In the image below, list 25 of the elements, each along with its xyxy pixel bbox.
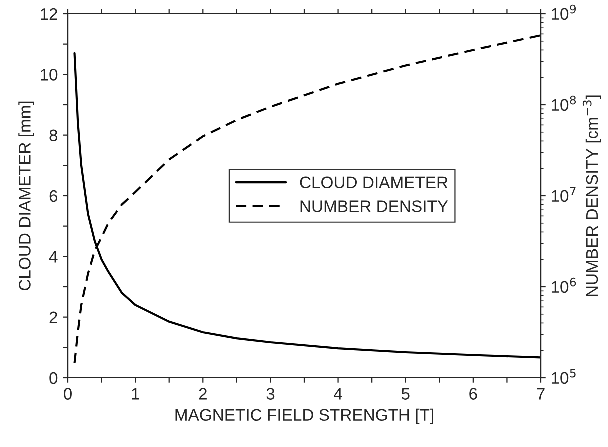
legend-label: CLOUD DIAMETER <box>300 176 448 189</box>
y-tick-label: 0 <box>50 372 58 384</box>
y-tick-label: 12 <box>41 8 58 20</box>
x-tick-label: 0 <box>64 388 72 400</box>
y-tick-label: 6 <box>50 190 58 202</box>
x-tick-label: 1 <box>132 388 140 400</box>
y-tick-label: 2 <box>50 312 58 324</box>
y2-tick-label: 10$^{7}$ <box>552 187 576 202</box>
y-axis-title: CLOUD DIAMETER [mm] <box>18 102 34 291</box>
y2-tick-label: 10$^{6}$ <box>552 278 576 294</box>
legend-label: NUMBER DENSITY <box>300 200 448 212</box>
y-tick-label: 10 <box>41 69 58 81</box>
y2-axis-title: NUMBER DENSITY [cm$^{−3}$] <box>582 96 602 296</box>
y-tick-label: 4 <box>49 251 58 263</box>
x-tick-label: 4 <box>334 388 342 400</box>
y2-tick-label: 10$^{8}$ <box>552 96 576 112</box>
x-tick-label: 5 <box>402 388 410 400</box>
y2-tick-label: 10$^{5}$ <box>552 369 576 384</box>
y-tick-label: 8 <box>50 130 58 142</box>
y2-tick-label: 10$^{9}$ <box>552 4 576 20</box>
x-tick-label: 2 <box>199 388 207 400</box>
x-tick-label: 7 <box>537 388 545 400</box>
x-tick-label: 6 <box>470 388 478 400</box>
x-axis-title: MAGNETIC FIELD STRENGTH [T] <box>176 408 434 424</box>
x-tick-label: 3 <box>266 388 275 400</box>
